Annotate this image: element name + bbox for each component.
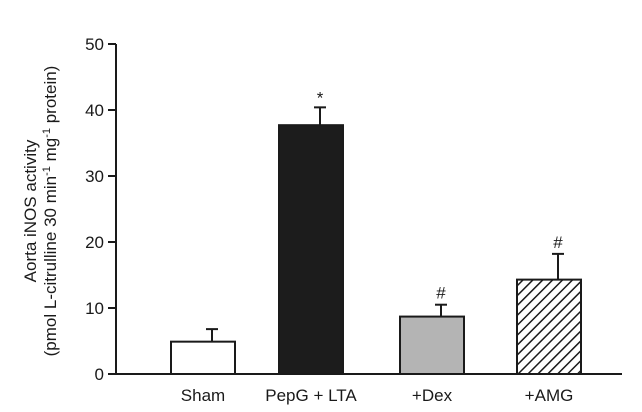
annotation-pepg-lta: * [317,88,324,107]
bars [170,124,582,376]
error-bars [206,106,564,342]
annotation-amg: # [553,233,563,252]
annotation-dex: # [436,284,446,303]
y-tick-label-30: 30 [85,167,104,186]
y-tick-label-50: 50 [85,35,104,54]
bar-dex [399,315,465,375]
bar-sham [170,340,236,376]
y-ticks: 0 10 20 30 40 50 [85,35,116,384]
y-tick-label-20: 20 [85,233,104,252]
bar-amg [516,278,582,375]
x-tick-label-sham: Sham [181,386,225,405]
y-axis-title-line1: Aorta iNOS activity [21,139,40,282]
bar-pepg-lta [278,124,344,376]
annotations: * # # [317,88,564,302]
y-axis-title-line2: (pmol L-citrulline 30 min-1 mg-1 protein… [41,66,60,357]
y-tick-label-0: 0 [95,365,104,384]
y-axis-title: Aorta iNOS activity (pmol L-citrulline 3… [21,66,60,357]
x-labels: Sham PepG + LTA +Dex +AMG [181,386,574,405]
x-tick-label-dex: +Dex [412,386,453,405]
y-tick-label-10: 10 [85,299,104,318]
x-tick-label-pepg-lta: PepG + LTA [265,386,357,405]
y-tick-label-40: 40 [85,101,104,120]
x-tick-label-amg: +AMG [525,386,574,405]
